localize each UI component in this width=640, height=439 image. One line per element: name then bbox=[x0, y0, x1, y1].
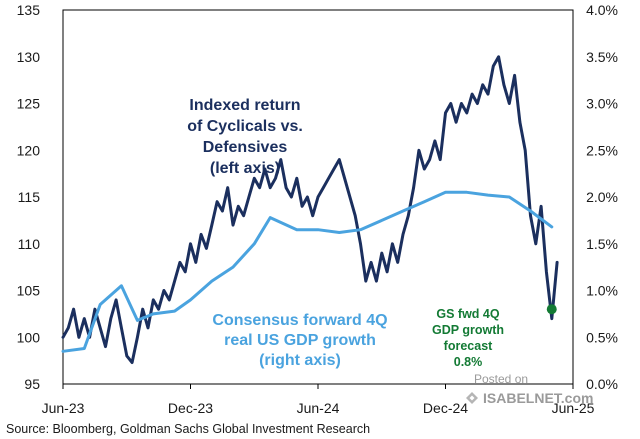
left-axis-label-7: 130 bbox=[17, 49, 41, 65]
gs-forecast-annotation-line-4: 0.8% bbox=[454, 355, 483, 369]
cyclicals-annotation: Indexed return of Cyclicals vs. Defensiv… bbox=[187, 97, 303, 177]
series-lines bbox=[61, 55, 559, 364]
left-axis-label-3: 110 bbox=[18, 236, 41, 252]
series-markers bbox=[546, 304, 557, 315]
x-tick-label-4: Jun-25 bbox=[552, 400, 595, 416]
right-axis-label-7: 3.5% bbox=[586, 49, 618, 65]
source-note: Source: Bloomberg, Goldman Sachs Global … bbox=[6, 422, 370, 436]
left-axis-label-0: 95 bbox=[24, 376, 40, 392]
x-axis-ticks bbox=[62, 384, 574, 389]
x-tick-label-0: Jun-23 bbox=[42, 400, 85, 416]
right-axis-label-1: 0.5% bbox=[586, 329, 618, 345]
watermark-logo-icon bbox=[466, 392, 478, 404]
consensus-gdp-growth-line bbox=[61, 190, 554, 353]
gs-forecast-annotation-line-1: GS fwd 4Q bbox=[436, 307, 499, 321]
right-axis-label-3: 1.5% bbox=[586, 236, 618, 252]
right-axis-label-5: 2.5% bbox=[586, 142, 618, 158]
left-axis-label-1: 100 bbox=[17, 329, 41, 345]
gs-forecast-marker bbox=[546, 304, 557, 315]
cyclicals-annotation-line-3: Defensives bbox=[203, 139, 288, 156]
consensus-annotation: Consensus forward 4Q real US GDP growth … bbox=[212, 312, 387, 369]
cyclicals-annotation-line-1: Indexed return bbox=[189, 97, 300, 114]
consensus-annotation-line-1: Consensus forward 4Q bbox=[212, 312, 387, 329]
cyclicals-annotation-line-4: (left axis) bbox=[210, 160, 280, 177]
watermark-brand: ISABELNET.com bbox=[483, 390, 593, 406]
left-axis-labels: 95 100 105 110 115 120 125 130 135 bbox=[17, 2, 41, 392]
gs-forecast-annotation-line-3: forecast bbox=[444, 339, 493, 353]
left-axis-label-6: 125 bbox=[17, 96, 41, 112]
right-axis-label-4: 2.0% bbox=[586, 189, 618, 205]
cyclicals-annotation-line-2: of Cyclicals vs. bbox=[187, 118, 303, 135]
left-axis-label-4: 115 bbox=[18, 189, 41, 205]
right-axis-label-6: 3.0% bbox=[586, 96, 618, 112]
x-tick-label-1: Dec-23 bbox=[168, 400, 213, 416]
x-axis-labels: Jun-23 Dec-23 Jun-24 Dec-24 Jun-25 bbox=[42, 400, 595, 416]
right-axis-label-8: 4.0% bbox=[586, 2, 618, 18]
right-axis-label-0: 0.0% bbox=[586, 376, 618, 392]
x-tick-label-3: Dec-24 bbox=[423, 400, 468, 416]
left-axis-label-2: 105 bbox=[17, 283, 41, 299]
consensus-annotation-line-3: (right axis) bbox=[259, 352, 341, 369]
watermark-posted-on: Posted on bbox=[474, 372, 528, 386]
consensus-annotation-line-2: real US GDP growth bbox=[224, 332, 376, 349]
left-axis-label-8: 135 bbox=[17, 2, 41, 18]
gs-forecast-annotation: GS fwd 4Q GDP growth forecast 0.8% bbox=[432, 307, 504, 369]
gs-forecast-annotation-line-2: GDP growth bbox=[432, 323, 504, 337]
right-axis-label-2: 1.0% bbox=[586, 283, 618, 299]
x-tick-label-2: Jun-24 bbox=[297, 400, 340, 416]
left-axis-label-5: 120 bbox=[17, 142, 41, 158]
right-axis-labels: 0.0% 0.5% 1.0% 1.5% 2.0% 2.5% 3.0% 3.5% 4.0% bbox=[586, 2, 618, 392]
watermark: Posted on ISABELNET.com bbox=[466, 372, 593, 406]
